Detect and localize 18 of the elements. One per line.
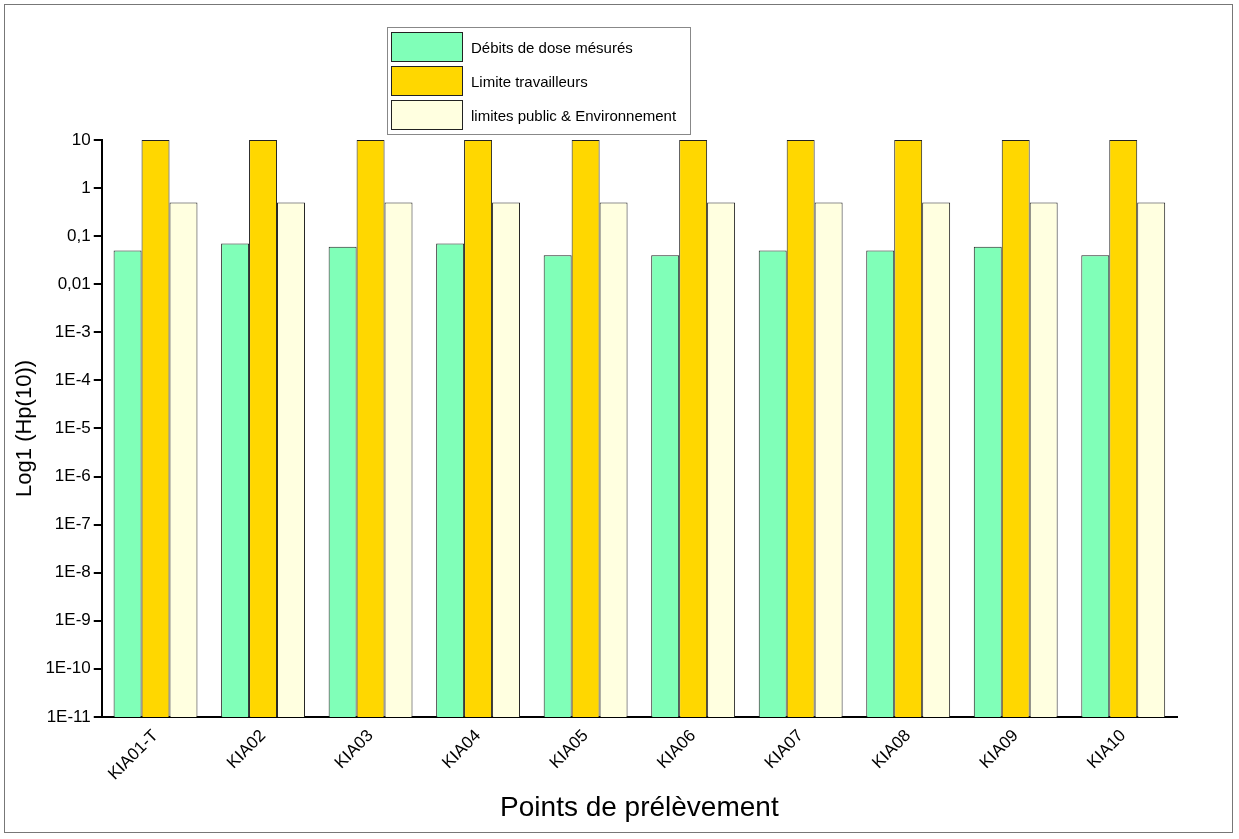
y-tick-label: 0,01 [57,273,91,293]
y-tick-label: 1 [81,177,91,197]
y-tick-label: 1E-6 [54,466,91,486]
y-tick-label: 1E-8 [54,562,91,582]
y-tick-label: 1E-5 [54,418,91,438]
legend-label: Limite travailleurs [471,72,588,90]
y-tick-label: 1E-10 [45,658,91,678]
y-tick-label: 0,1 [67,225,91,245]
y-tick-label: 1E-4 [54,370,91,390]
y-tick-label: 1E-9 [54,610,91,630]
legend-label: Débits de dose mésurés [471,38,633,56]
x-axis-title: Points de prélèvement [500,790,779,822]
y-tick-label: 1E-7 [54,514,91,534]
y-tick-label: 1E-3 [54,321,91,341]
y-tick-label: 1E-11 [46,706,91,726]
y-axis-title: Log1 (Hp(10)) [11,359,37,497]
legend-label: limites public & Environnement [471,106,677,124]
y-tick-label: 10 [71,129,91,149]
